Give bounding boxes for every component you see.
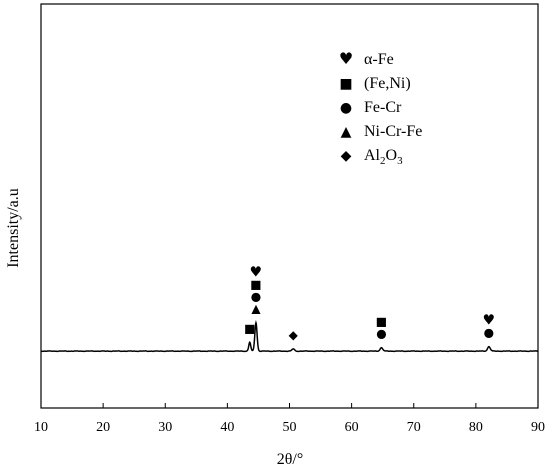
legend-item-alpha-fe: ♥ α-Fe xyxy=(339,49,394,68)
series-layer xyxy=(40,319,539,353)
legend-item-fe-cr: ● Fe-Cr xyxy=(340,99,402,116)
legend-al-text: Al xyxy=(364,147,381,164)
x-tick-label: 60 xyxy=(345,420,359,435)
legend-label-fe-cr: Fe-Cr xyxy=(364,99,402,116)
x-tick-label: 40 xyxy=(220,420,234,435)
x-tick-label: 20 xyxy=(96,420,110,435)
x-tick-label: 80 xyxy=(469,420,483,435)
heart-marker-icon: ♥ xyxy=(250,265,263,281)
legend-label-fe-ni: (Fe,Ni) xyxy=(364,75,411,92)
x-tick-label: 70 xyxy=(407,420,421,435)
diamond-icon: ◆ xyxy=(341,148,352,164)
peak-markers-layer: ■▲●■♥◆ ●■●♥ xyxy=(244,265,495,342)
legend-al-sub: 2 xyxy=(380,155,386,167)
legend-item-fe-ni: ■ (Fe,Ni) xyxy=(339,75,410,92)
heart-icon: ♥ xyxy=(339,49,353,68)
square-marker-icon: ■ xyxy=(250,278,261,292)
square-icon: ■ xyxy=(339,76,352,92)
circle-marker-icon: ● xyxy=(251,290,261,304)
heart-marker-icon: ♥ xyxy=(483,313,496,329)
xrd-pattern-line xyxy=(40,319,539,353)
diamond-marker-icon: ◆ xyxy=(289,328,299,342)
legend-label-ni-cr-fe: Ni-Cr-Fe xyxy=(364,123,422,140)
circle-marker-icon: ● xyxy=(376,327,386,341)
x-axis-label: 2θ/° xyxy=(277,451,304,468)
legend-o-sub: 3 xyxy=(397,155,403,167)
legend-label-alpha-fe: α-Fe xyxy=(364,51,394,68)
legend-label-al2o3: Al2O3 xyxy=(364,147,403,167)
triangle-icon: ▲ xyxy=(341,124,352,140)
triangle-marker-icon: ▲ xyxy=(251,302,261,316)
circle-marker-icon: ● xyxy=(484,326,494,340)
x-tick-label: 50 xyxy=(283,420,297,435)
circle-icon: ● xyxy=(340,100,352,116)
y-axis-label: Intensity/a.u xyxy=(5,188,22,268)
legend-item-al2o3: ◆ Al2O3 xyxy=(341,147,403,167)
x-tick-label: 30 xyxy=(158,420,172,435)
x-tick-label: 90 xyxy=(531,420,545,435)
x-tick-label: 10 xyxy=(34,420,48,435)
legend-item-ni-cr-fe: ▲ Ni-Cr-Fe xyxy=(341,123,423,140)
plot-frame xyxy=(40,3,539,409)
square-marker-icon: ■ xyxy=(244,321,255,335)
legend-o-text: O xyxy=(386,147,398,164)
square-marker-icon: ■ xyxy=(376,315,387,329)
legend: ♥ α-Fe ■ (Fe,Ni) ● Fe-Cr ▲ Ni-Cr-Fe ◆ Al… xyxy=(339,49,423,167)
x-axis-ticks: 10 20 30 40 50 60 70 80 90 xyxy=(34,403,545,435)
